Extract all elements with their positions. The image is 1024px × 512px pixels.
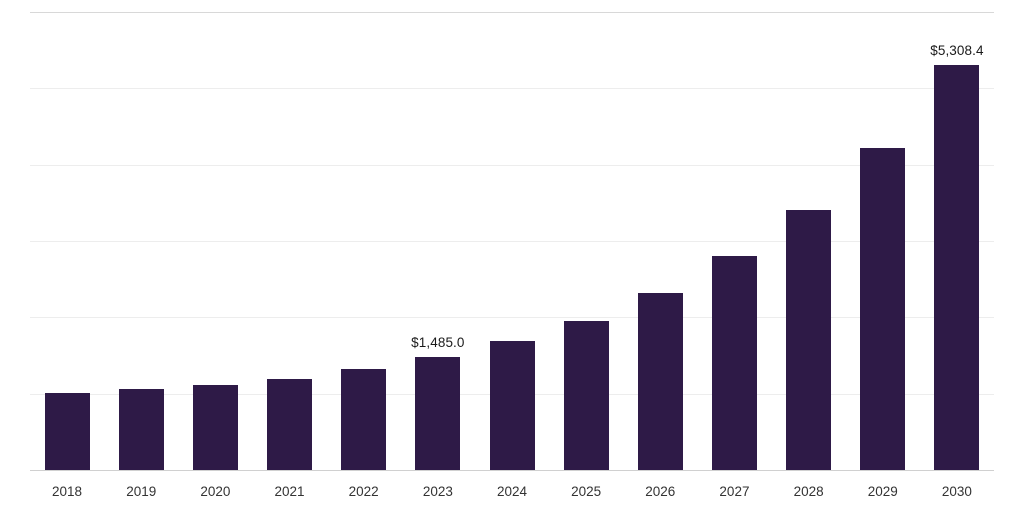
- bar-2026: [637, 293, 683, 470]
- bar-2030: [934, 65, 980, 470]
- x-tick-2022: 2022: [348, 484, 379, 499]
- x-axis-baseline: [30, 470, 994, 471]
- gridline: [30, 88, 994, 90]
- gridline: [30, 12, 994, 13]
- bar-2018: [44, 393, 90, 470]
- bar-2025: [563, 321, 609, 470]
- bar-2019: [118, 389, 164, 470]
- bar-2028: [786, 210, 832, 470]
- x-tick-2020: 2020: [200, 484, 231, 499]
- bar-2029: [860, 148, 906, 470]
- bar-2027: [711, 256, 757, 470]
- x-tick-2024: 2024: [496, 484, 528, 499]
- x-tick-2023: 2023: [422, 484, 453, 499]
- bar-2022: [341, 369, 387, 470]
- x-tick-2018: 2018: [52, 484, 83, 499]
- x-tick-2027: 2027: [719, 484, 750, 499]
- bar-2023: [415, 357, 461, 470]
- data-label-2023: $1,485.0: [411, 335, 465, 350]
- x-tick-2029: 2029: [867, 484, 898, 499]
- data-label-2030: $5,308.4: [930, 43, 984, 58]
- gridline: [30, 317, 994, 319]
- x-tick-2019: 2019: [126, 484, 157, 499]
- bar-2021: [267, 379, 313, 470]
- x-tick-2030: 2030: [941, 484, 972, 499]
- x-tick-2028: 2028: [793, 484, 824, 499]
- bar-2020: [192, 385, 238, 470]
- bar-2024: [489, 341, 535, 470]
- x-tick-2021: 2021: [274, 484, 305, 499]
- x-tick-2026: 2026: [645, 484, 676, 499]
- gridline: [30, 241, 994, 242]
- x-tick-2025: 2025: [571, 484, 602, 499]
- gridline: [30, 164, 994, 166]
